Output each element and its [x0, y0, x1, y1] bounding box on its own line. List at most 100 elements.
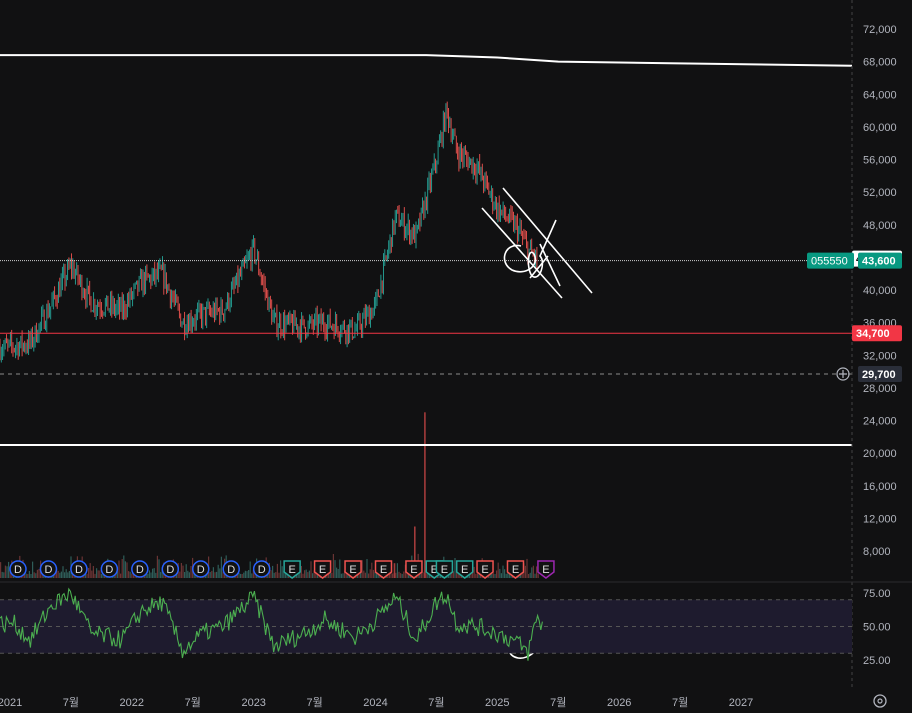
volume-bar [526, 558, 528, 578]
earnings-marker-icon [455, 560, 474, 579]
volume-bar [214, 572, 216, 578]
volume-bar [403, 571, 405, 578]
volume-bar [500, 573, 502, 578]
volume-bar [209, 572, 211, 578]
price-axis-tick-label: 12,000 [863, 513, 897, 525]
event-marker-label: E [380, 564, 387, 576]
time-axis-label: 2024 [363, 697, 387, 709]
volume-bar [217, 564, 219, 578]
dashed-line-price-tag: 29,700 [862, 369, 896, 381]
event-marker-label: E [349, 564, 356, 576]
volume-bar [472, 571, 474, 578]
long-moving-average-line [0, 54, 853, 67]
event-marker-label: D [105, 564, 113, 576]
volume-bar [41, 573, 43, 578]
volume-bar [427, 570, 429, 578]
event-marker-earnings-green: E [455, 560, 474, 579]
volume-spike [414, 526, 416, 578]
volume-bar [283, 570, 285, 578]
earnings-marker-icon [344, 560, 362, 579]
volume-bar [156, 555, 158, 578]
volume-bar [211, 570, 213, 578]
time-axis-label: 7월 [306, 696, 322, 709]
volume-bar [454, 558, 456, 578]
volume-bar [219, 568, 221, 578]
price-axis-tick-label: 72,000 [863, 24, 897, 36]
volume-bar [187, 570, 189, 578]
volume-bar [9, 571, 11, 578]
volume-bar [246, 571, 248, 578]
event-marker-earnings-green: E [283, 560, 301, 579]
volume-bar [6, 566, 8, 578]
volume-bar [121, 559, 123, 578]
volume-bar [241, 574, 243, 578]
price-axis-tick-label: 20,000 [863, 448, 897, 460]
volume-bar [371, 562, 373, 578]
dividend-marker-icon [9, 560, 27, 578]
event-marker-label: D [136, 564, 144, 576]
volume-bar [310, 561, 312, 578]
volume-bar [524, 565, 526, 578]
settings-icon[interactable] [873, 694, 887, 708]
volume-bar [422, 572, 424, 578]
volume-bar [60, 571, 62, 578]
earnings-marker-icon [405, 560, 423, 579]
volume-bar [100, 573, 102, 578]
volume-bar [147, 573, 149, 578]
volume-bar [395, 572, 397, 578]
volume-bar [419, 572, 421, 578]
volume-bar [531, 567, 533, 578]
event-marker-dividend: D [252, 560, 271, 578]
event-marker-dividend: D [39, 560, 58, 578]
volume-bar [185, 564, 187, 578]
event-marker-dividend: D [131, 560, 149, 578]
gear-icon[interactable] [873, 694, 887, 708]
event-marker-dividend: D [222, 560, 240, 578]
volume-bar [28, 571, 30, 578]
volume-bar [179, 571, 181, 578]
event-marker-label: D [258, 564, 266, 576]
volume-bar [508, 571, 510, 578]
event-marker-dividend: D [161, 560, 180, 578]
volume-bar [297, 573, 299, 578]
volume-bar [56, 568, 58, 578]
volume-bar [94, 573, 96, 578]
volume-bar [329, 569, 331, 578]
time-axis-label: 2021 [0, 697, 22, 709]
time-axis-label: 2022 [120, 697, 144, 709]
price-axis-tick-label: 16,000 [863, 481, 897, 493]
event-marker-earnings-red: E [405, 560, 423, 579]
dividend-marker-icon [39, 560, 58, 578]
event-marker-dividend: D [70, 560, 88, 578]
horizontal-levels [0, 0, 853, 690]
time-axis-label: 7월 [428, 696, 444, 709]
volume-bar [91, 570, 93, 578]
volume-bar [534, 573, 536, 578]
volume-bar [502, 565, 504, 578]
time-axis-label: 2023 [241, 697, 265, 709]
rsi-axis-tick-label: 75.00 [863, 588, 891, 600]
price-axis-tick-label: 68,000 [863, 57, 897, 69]
volume-bar [284, 572, 286, 578]
dividend-marker-icon [222, 560, 240, 578]
volume-bar [153, 568, 155, 578]
price-axis-tick-label: 40,000 [863, 285, 897, 297]
volume-bar [496, 570, 498, 578]
red-line-price-tag-bg [852, 325, 902, 342]
volume-bar [148, 570, 150, 578]
volume-bar [342, 573, 344, 578]
plus-circle-icon[interactable] [836, 367, 850, 381]
volume-bar [126, 562, 128, 578]
event-marker-label: D [227, 564, 235, 576]
price-axis-tick-label: 28,000 [863, 383, 897, 395]
volume-bar [124, 561, 126, 578]
volume-bar [176, 573, 178, 578]
volume-bar [152, 568, 154, 578]
volume-bar [536, 566, 538, 578]
volume-bar [238, 573, 240, 578]
price-axis-tick-label: 52,000 [863, 187, 897, 199]
volume-bar [276, 563, 278, 578]
